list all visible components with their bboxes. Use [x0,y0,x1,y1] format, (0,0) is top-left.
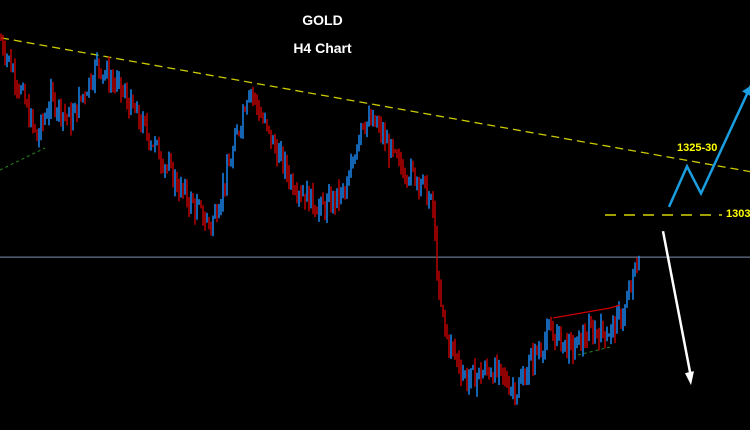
chart-subtitle: H4 Chart [293,40,352,56]
level-label: 1303 [726,208,750,220]
chart-title: GOLD [302,12,343,28]
zone-label: 1325-30 [677,142,718,154]
pattern-line-red [552,304,621,319]
arrow-down-head-icon [685,371,694,386]
arrow-up-head-icon [742,86,750,96]
trendline [0,37,750,173]
projection-up-path [667,84,750,208]
projection-down-path [661,230,693,378]
pattern-line-green [0,147,46,171]
